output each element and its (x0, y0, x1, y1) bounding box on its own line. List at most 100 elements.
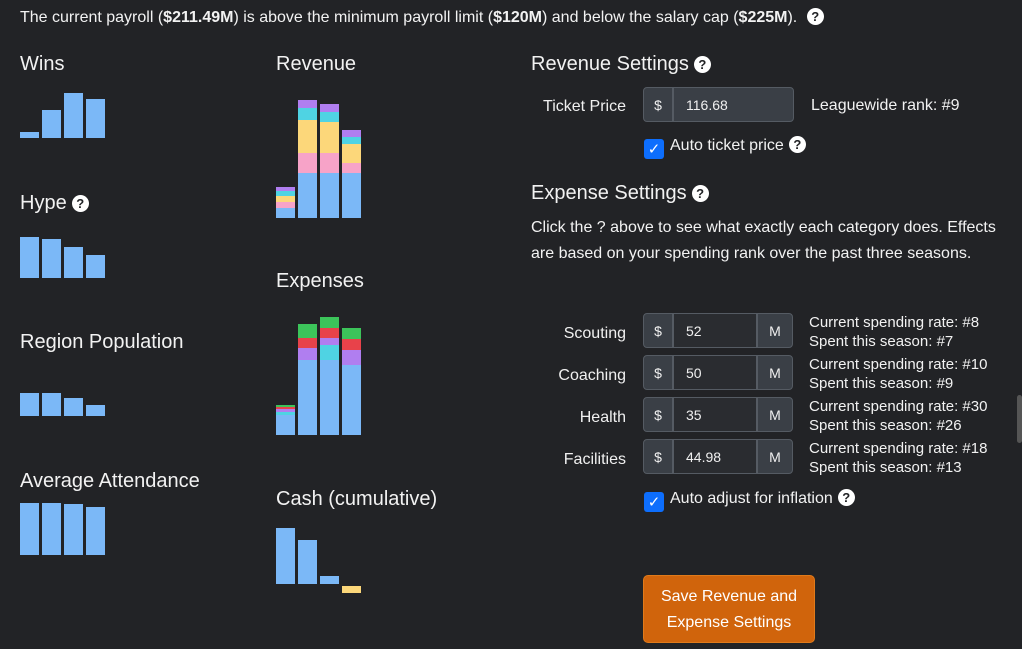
chart-bar-segment (342, 339, 361, 350)
currency-addon: $ (643, 439, 673, 474)
revenue-settings-label: Revenue Settings (531, 53, 689, 75)
auto-inflation-checkbox[interactable]: ✓ (644, 492, 664, 512)
coaching-label: Coaching (558, 367, 626, 384)
chart-bar (320, 576, 339, 584)
coaching-group: $ 50 M (643, 355, 793, 390)
chart-bar-segment (276, 208, 295, 218)
wins-title: Wins (20, 53, 65, 75)
chart-bar-segment (298, 153, 317, 173)
revenue-title: Revenue (276, 53, 357, 75)
auto-ticket-checkbox[interactable]: ✓ (644, 139, 664, 159)
help-icon[interactable]: ? (788, 136, 806, 153)
chart-bar-segment (342, 328, 361, 339)
chart-bar (42, 393, 61, 416)
help-icon[interactable]: ? (837, 489, 855, 506)
facilities-group: $ 44.98 M (643, 439, 793, 474)
chart-bar (20, 132, 39, 138)
scouting-label: Scouting (563, 325, 626, 342)
chart-bar (298, 540, 317, 584)
spending-rate: Current spending rate: #8 (809, 314, 980, 331)
chart-bar (86, 99, 105, 138)
help-icon[interactable]: ? (71, 195, 89, 212)
help-icon[interactable]: ? (693, 56, 711, 73)
chart-bar-segment (320, 345, 339, 360)
auto-inflation-label: Auto adjust for inflation (670, 490, 833, 507)
chart-bar-segment (298, 120, 317, 153)
auto-ticket-label: Auto ticket price (670, 137, 784, 154)
spent-this-season: Spent this season: #7 (809, 333, 954, 350)
revenue-settings-title: Revenue Settings? (531, 53, 711, 76)
ticket-price-input[interactable]: 116.68 (673, 87, 794, 122)
salary-cap: $225M (738, 9, 788, 26)
chart-bar (86, 507, 105, 555)
hype-chart (20, 230, 110, 280)
health-group: $ 35 M (643, 397, 793, 432)
region-population-chart (20, 390, 110, 420)
currency-addon: $ (643, 397, 673, 432)
chart-bar (42, 503, 61, 555)
payroll-text: ) and below the salary cap ( (542, 9, 739, 26)
chart-bar-segment (320, 338, 339, 345)
average-attendance-title: Average Attendance (20, 470, 200, 492)
currency-addon: $ (643, 313, 673, 348)
chart-bar-segment (276, 407, 295, 409)
coaching-rank: Current spending rate: #10 Spent this se… (809, 355, 987, 393)
average-attendance-chart (20, 500, 110, 558)
chart-bar (20, 237, 39, 278)
payroll-text: ). (787, 9, 798, 26)
million-addon: M (757, 397, 793, 432)
help-icon[interactable]: ? (691, 185, 709, 202)
hype-label: Hype (20, 192, 67, 214)
region-population-title: Region Population (20, 331, 184, 353)
chart-bar (42, 110, 61, 138)
million-addon: M (757, 355, 793, 390)
spending-rate: Current spending rate: #18 (809, 440, 988, 457)
spending-rate: Current spending rate: #10 (809, 356, 988, 373)
cash-title: Cash (cumulative) (276, 488, 438, 510)
chart-bar-segment (276, 196, 295, 202)
facilities-input[interactable]: 44.98 (673, 439, 757, 474)
ticket-price-label: Ticket Price (543, 98, 626, 115)
scouting-input[interactable]: 52 (673, 313, 757, 348)
chart-bar-segment (276, 412, 295, 415)
chart-bar-segment (342, 350, 361, 365)
coaching-input[interactable]: 50 (673, 355, 757, 390)
chart-bar-segment (320, 173, 339, 218)
chart-bar-segment (320, 153, 339, 173)
chart-bar (64, 398, 83, 416)
revenue-chart (276, 95, 366, 220)
payroll-text: The current payroll ( (20, 9, 164, 26)
facilities-label: Facilities (563, 451, 626, 468)
chart-bar (64, 93, 83, 138)
leaguewide-rank: Leaguewide rank: #9 (811, 97, 960, 114)
chart-bar (20, 503, 39, 555)
health-input[interactable]: 35 (673, 397, 757, 432)
payroll-summary: The current payroll ($211.49M) is above … (20, 8, 824, 27)
auto-ticket-row: ✓ Auto ticket price? (644, 136, 806, 159)
chart-bar (20, 393, 39, 416)
health-label: Health (579, 409, 626, 426)
scouting-rank: Current spending rate: #8 Spent this sea… (809, 313, 979, 351)
spending-rate: Current spending rate: #30 (809, 398, 988, 415)
payroll-amount: $211.49M (163, 9, 234, 26)
chart-bar-segment (320, 360, 339, 435)
chart-bar (86, 405, 105, 416)
chart-bar-segment (276, 187, 295, 191)
scrollbar[interactable] (1017, 395, 1022, 443)
expense-settings-label: Expense Settings (531, 182, 687, 204)
chart-bar-segment (342, 365, 361, 435)
chart-bar (64, 504, 83, 555)
chart-bar-segment (298, 100, 317, 108)
million-addon: M (757, 439, 793, 474)
facilities-rank: Current spending rate: #18 Spent this se… (809, 439, 987, 477)
chart-bar-segment (320, 317, 339, 328)
chart-bar-segment (320, 328, 339, 338)
chart-bar-segment (342, 130, 361, 137)
minimum-payroll: $120M (493, 9, 542, 26)
chart-bar-segment (276, 191, 295, 196)
chart-bar (42, 239, 61, 278)
chart-bar (276, 528, 295, 584)
help-icon[interactable]: ? (806, 8, 824, 25)
health-rank: Current spending rate: #30 Spent this se… (809, 397, 987, 435)
save-settings-button[interactable]: Save Revenue and Expense Settings (643, 575, 815, 643)
